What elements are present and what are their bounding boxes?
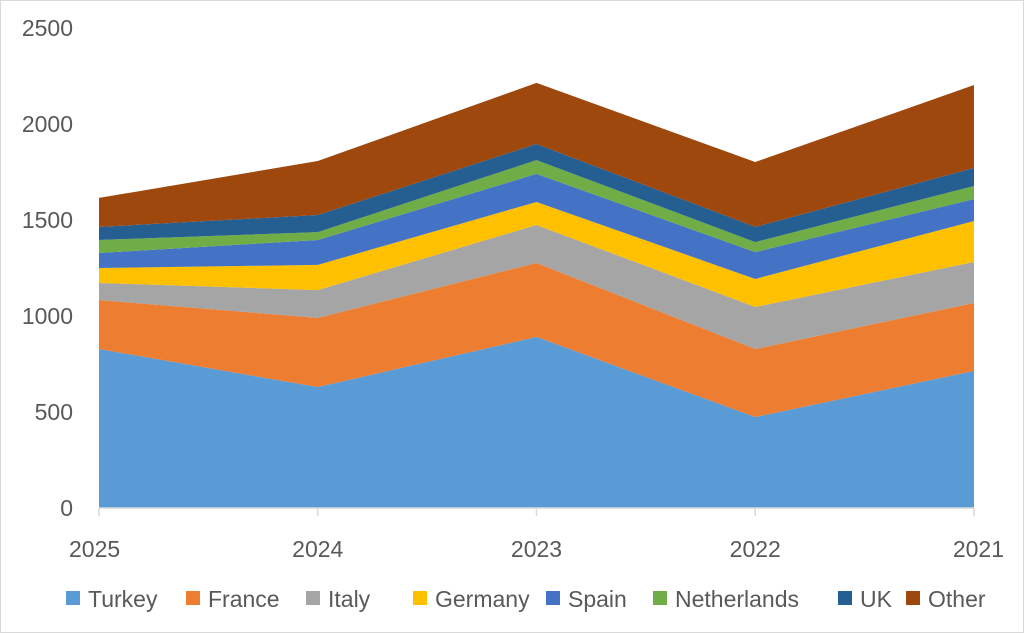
legend-label-other: Other xyxy=(928,586,986,612)
legend-label-germany: Germany xyxy=(435,586,530,612)
area-spain xyxy=(99,173,974,279)
y-tick-label: 0 xyxy=(60,495,73,521)
area-netherlands xyxy=(99,160,974,254)
area-france xyxy=(99,263,974,417)
y-tick-label: 1000 xyxy=(22,303,73,329)
legend-label-uk: UK xyxy=(860,586,893,612)
legend-label-netherlands: Netherlands xyxy=(675,586,799,612)
x-tick-label: 2024 xyxy=(292,536,343,562)
y-tick-label: 1500 xyxy=(22,207,73,233)
legend-swatch-other xyxy=(906,591,920,605)
x-tick-label: 2022 xyxy=(730,536,781,562)
legend-label-france: France xyxy=(208,586,280,612)
legend-swatch-germany xyxy=(413,591,427,605)
legend-swatch-uk xyxy=(838,591,852,605)
area-germany xyxy=(99,201,974,307)
legend-swatch-france xyxy=(186,591,200,605)
area-turkey xyxy=(99,336,974,508)
x-tick-label: 2025 xyxy=(69,536,120,562)
legend-swatch-spain xyxy=(546,591,560,605)
area-uk xyxy=(99,143,974,243)
y-tick-label: 2500 xyxy=(22,15,73,41)
legend-swatch-turkey xyxy=(66,591,80,605)
x-tick-label: 2023 xyxy=(511,536,562,562)
legend-label-turkey: Turkey xyxy=(88,586,158,612)
legend-label-spain: Spain xyxy=(568,586,627,612)
y-tick-label: 500 xyxy=(35,399,73,425)
legend-swatch-italy xyxy=(306,591,320,605)
x-tick-label: 2021 xyxy=(953,536,1004,562)
legend-swatch-netherlands xyxy=(653,591,667,605)
legend-label-italy: Italy xyxy=(328,586,371,612)
area-other xyxy=(99,82,974,227)
area-italy xyxy=(99,224,974,350)
y-tick-label: 2000 xyxy=(22,111,73,137)
